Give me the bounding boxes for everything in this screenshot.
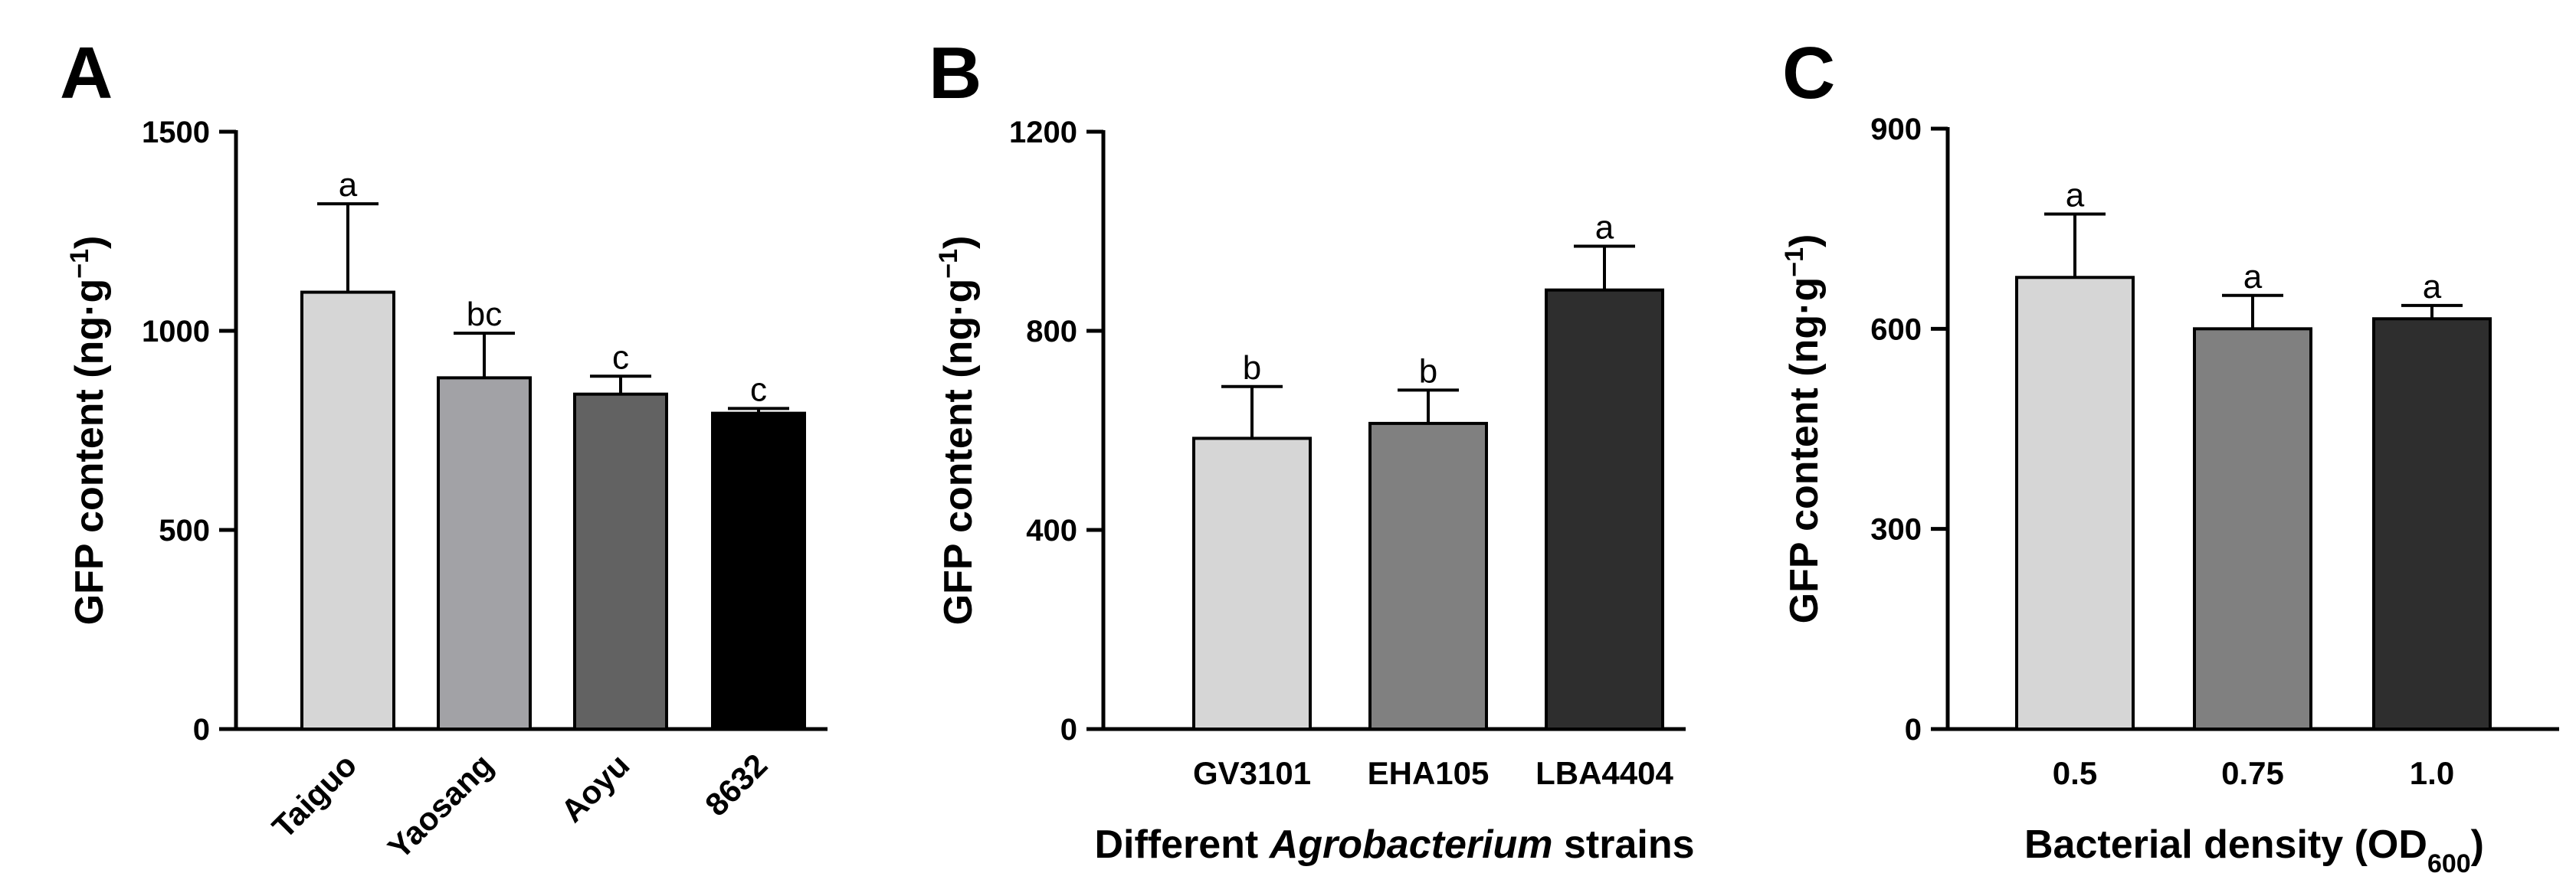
- y-axis-label-text: GFP content (ng·g: [1782, 277, 1827, 624]
- x-tick-label: 0.5: [2053, 755, 2097, 791]
- y-tick-label: 400: [1026, 514, 1077, 548]
- significance-label: a: [2423, 268, 2442, 306]
- significance-label: b: [1419, 352, 1437, 390]
- y-axis-label-text: GFP content (ng·g: [67, 279, 112, 626]
- y-tick-label: 900: [1870, 113, 1922, 146]
- y-tick-label: 1500: [142, 116, 210, 149]
- bar: [1545, 288, 1664, 731]
- y-tick-label: 0: [1060, 713, 1077, 747]
- y-axis-label: GFP content (ng·g−1): [1780, 234, 1827, 624]
- y-axis-label-close: ): [67, 236, 112, 249]
- x-tick-label: Taiguo: [265, 747, 363, 845]
- bar: [1192, 437, 1312, 731]
- x-axis-label-text: Bacterial density (OD: [2024, 822, 2427, 867]
- x-axis-label: Bacterial density (OD600): [2024, 822, 2484, 878]
- y-axis-label-close: ): [936, 236, 981, 249]
- significance-label: a: [1595, 209, 1614, 247]
- significance-label: bc: [467, 296, 502, 333]
- bar: [573, 392, 668, 731]
- bar: [437, 376, 532, 731]
- bar: [1368, 421, 1488, 731]
- x-tick-label: LBA4404: [1535, 755, 1673, 791]
- x-tick-label: Aoyu: [554, 747, 636, 829]
- panel-letter: B: [929, 32, 982, 114]
- significance-label: b: [1243, 349, 1261, 387]
- panel-letter: A: [60, 32, 113, 114]
- significance-label: c: [750, 371, 767, 408]
- y-tick-label: 1200: [1009, 116, 1077, 149]
- chart-panel-b: B 0 400 800 1200 b GV3101 b EHA105 a LBA4404 GFP co…: [929, 32, 1695, 867]
- x-tick-label: Yaosang: [381, 747, 500, 865]
- chart-panel-c: C 0 300 600 900 a 0.5 a 0.75 a 1.0 GFP content (ng·…: [1780, 32, 2559, 878]
- bar: [2372, 317, 2492, 731]
- x-axis-label: Different Agrobacterium strains: [1094, 822, 1694, 867]
- significance-label: a: [339, 166, 358, 204]
- significance-label: a: [2066, 177, 2085, 214]
- x-axis-label-subscript: 600: [2427, 849, 2471, 878]
- panel-letter: C: [1782, 32, 1835, 114]
- y-axis-label-superscript: −1: [65, 249, 94, 279]
- y-axis-label-superscript: −1: [934, 249, 963, 279]
- y-axis-label-text: GFP content (ng·g: [936, 279, 981, 626]
- x-axis-label-post: strains: [1553, 822, 1695, 867]
- y-axis-label-superscript: −1: [1780, 247, 1809, 277]
- y-tick-label: 300: [1870, 513, 1922, 547]
- y-tick-label: 0: [193, 713, 210, 747]
- chart-panel-a: A 0 500 1000 1500 a Taiguo bc Yaosang c Aoyu c 8632 G…: [60, 32, 828, 866]
- x-tick-label: GV3101: [1193, 755, 1311, 791]
- y-tick-label: 0: [1905, 713, 1922, 747]
- x-axis-label-italic: Agrobacterium: [1268, 822, 1553, 867]
- significance-label: a: [2243, 258, 2263, 296]
- y-tick-label: 600: [1870, 312, 1922, 346]
- bar: [300, 290, 395, 731]
- x-tick-label: EHA105: [1368, 755, 1490, 791]
- x-tick-label: 1.0: [2410, 755, 2454, 791]
- y-axis-label: GFP content (ng·g−1): [934, 236, 981, 626]
- x-axis-label-text: Different: [1094, 822, 1269, 867]
- x-tick-label: 0.75: [2221, 755, 2284, 791]
- x-axis-label-close: ): [2471, 822, 2484, 867]
- y-tick-label: 800: [1026, 315, 1077, 348]
- bar: [711, 411, 806, 731]
- x-tick-label: 8632: [698, 747, 774, 822]
- y-axis-label-close: ): [1782, 234, 1827, 247]
- significance-label: c: [612, 338, 629, 376]
- bar: [2193, 327, 2312, 731]
- y-tick-label: 500: [159, 514, 210, 548]
- bar: [2015, 276, 2135, 731]
- y-axis-label: GFP content (ng·g−1): [65, 236, 112, 626]
- y-tick-label: 1000: [142, 315, 210, 348]
